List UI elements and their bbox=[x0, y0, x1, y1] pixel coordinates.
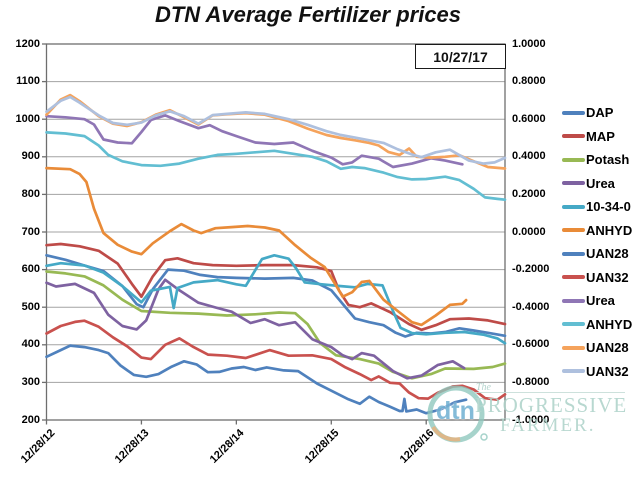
series-line-anhyd bbox=[45, 131, 507, 202]
series-line-urea bbox=[45, 278, 466, 380]
right-axis-tick-label: 0.6000 bbox=[512, 112, 546, 125]
right-axis-tick-label: -0.6000 bbox=[512, 338, 550, 351]
legend-swatch-icon bbox=[562, 204, 585, 209]
legend-item-urea: Urea bbox=[562, 175, 615, 191]
right-axis-tick-label: -0.4000 bbox=[512, 300, 550, 313]
legend-swatch-icon bbox=[562, 134, 585, 138]
logo-progressive-text: PROGRESSIVE bbox=[475, 393, 628, 417]
right-axis-tick-label: 0.8000 bbox=[512, 75, 546, 88]
left-axis-tick-label: 400 bbox=[21, 338, 40, 351]
right-axis-tick-label: 0.2000 bbox=[512, 187, 546, 200]
legend-swatch-icon bbox=[562, 110, 585, 115]
legend-item-dap: DAP bbox=[562, 105, 614, 120]
date-box: 10/27/17 bbox=[415, 44, 506, 69]
left-axis-tick-label: 1000 bbox=[15, 112, 40, 125]
legend-item-uan32: UAN32 bbox=[562, 269, 629, 285]
left-axis-tick-label: 900 bbox=[21, 150, 40, 163]
legend-label: 10-34-0 bbox=[586, 199, 631, 214]
legend-label: UAN28 bbox=[586, 246, 629, 261]
legend-label: Potash bbox=[586, 152, 630, 167]
right-axis-tick-label: 0.0000 bbox=[512, 225, 546, 238]
left-axis-tick-label: 1200 bbox=[15, 37, 40, 50]
left-axis-tick-label: 500 bbox=[21, 300, 40, 313]
right-axis-tick-label: -0.2000 bbox=[512, 263, 550, 276]
dtn-logo-text: dtn bbox=[436, 397, 475, 425]
series-line-urea bbox=[45, 114, 464, 169]
left-axis-tick-label: 700 bbox=[21, 225, 40, 238]
legend-label: ANHYD bbox=[586, 316, 633, 332]
legend-label: UAN32 bbox=[586, 363, 629, 379]
legend-item-urea: Urea bbox=[562, 293, 615, 308]
date-label: 10/27/17 bbox=[433, 48, 488, 65]
left-axis-tick-label: 300 bbox=[21, 375, 40, 388]
series-line-uan32 bbox=[45, 95, 507, 165]
series-line-anhyd bbox=[45, 166, 468, 327]
right-axis-tick-label: -1.0000 bbox=[512, 413, 550, 426]
left-axis-tick-label: 600 bbox=[21, 263, 40, 276]
legend-item-10-34-0: 10-34-0 bbox=[562, 199, 631, 214]
right-axis-tick-label: 1.0000 bbox=[512, 37, 546, 50]
series-line-uan28 bbox=[45, 344, 468, 415]
left-axis-tick-label: 1100 bbox=[16, 75, 40, 88]
legend-swatch-icon bbox=[562, 275, 585, 279]
series-line-potash bbox=[45, 270, 507, 380]
legend-swatch-icon bbox=[562, 228, 585, 232]
logo-the-text: The bbox=[476, 382, 491, 393]
left-axis-tick-label: 200 bbox=[21, 413, 40, 426]
legend-swatch-icon bbox=[562, 181, 585, 185]
legend-item-uan28: UAN28 bbox=[562, 246, 629, 261]
legend-item-anhyd: ANHYD bbox=[562, 316, 633, 332]
legend-swatch-icon bbox=[562, 322, 585, 326]
legend-swatch-icon bbox=[562, 157, 585, 162]
legend-label: MAP bbox=[586, 128, 615, 144]
legend-label: Urea bbox=[586, 175, 615, 191]
legend-swatch-icon bbox=[562, 369, 585, 373]
legend-swatch-icon bbox=[562, 298, 585, 303]
chart-title: DTN Average Fertilizer prices bbox=[154, 2, 462, 27]
legend-item-anhyd: ANHYD bbox=[562, 222, 633, 238]
legend-swatch-icon bbox=[562, 251, 585, 256]
left-axis-tick-label: 800 bbox=[21, 187, 40, 200]
legend-item-uan32: UAN32 bbox=[562, 363, 629, 379]
legend-label: Urea bbox=[586, 293, 615, 308]
legend-swatch-icon bbox=[562, 345, 585, 350]
series-line-10-34-0 bbox=[45, 253, 507, 345]
legend-item-uan28: UAN28 bbox=[562, 340, 629, 355]
dtn-logo-circle-icon bbox=[427, 385, 488, 443]
legend-item-potash: Potash bbox=[562, 152, 630, 167]
right-axis-tick-label: 0.4000 bbox=[512, 150, 546, 163]
logo-farmer-text: FARMER. bbox=[500, 415, 596, 436]
legend-label: DAP bbox=[586, 105, 614, 120]
dtn-progressive-farmer-logo: The dtn PROGRESSIVE FARMER. bbox=[420, 382, 640, 454]
legend-item-map: MAP bbox=[562, 128, 615, 144]
legend-label: UAN28 bbox=[586, 340, 629, 355]
legend-label: UAN32 bbox=[586, 269, 629, 285]
logo-rule bbox=[475, 392, 625, 393]
right-axis-tick-label: -0.8000 bbox=[512, 375, 550, 388]
legend-label: ANHYD bbox=[586, 222, 633, 238]
